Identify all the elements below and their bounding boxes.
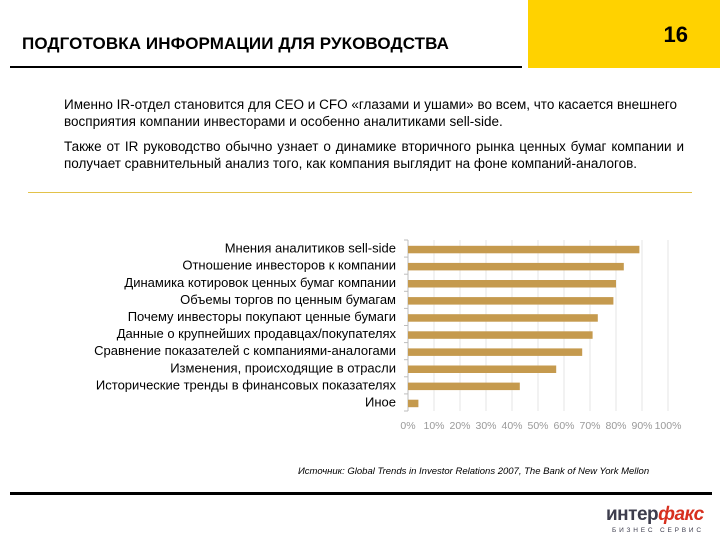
page-number-box: 16 <box>528 0 720 68</box>
text-block: Именно IR-отдел становится для CEO и CFO… <box>28 92 692 193</box>
category-label: Объемы торгов по ценным бумагам <box>180 292 396 307</box>
bar <box>408 280 616 288</box>
bar <box>408 331 593 339</box>
logo-wordmark: интерфакс <box>606 504 704 526</box>
chart-x-ticks: 0% 10% 20% 30% 40% 50% 60% 70% 80% 90% 100% <box>400 420 681 432</box>
x-tick-label: 60% <box>553 420 574 432</box>
paragraph-1: Именно IR-отдел становится для CEO и CFO… <box>64 97 678 129</box>
category-label: Динамика котировок ценных бумаг компании <box>124 275 396 290</box>
category-label: Почему инвесторы покупают ценные бумаги <box>128 309 396 324</box>
chart-axis <box>404 239 409 412</box>
x-tick-label: 80% <box>605 420 626 432</box>
x-tick-label: 10% <box>423 420 444 432</box>
logo-word-accent: факс <box>658 504 704 525</box>
bar <box>408 297 614 305</box>
bar-chart: Мнения аналитиков sell-side Отношение инв… <box>94 239 681 432</box>
category-label: Изменения, происходящие в отрасли <box>170 360 396 375</box>
x-tick-label: 90% <box>631 420 652 432</box>
footer-rule <box>10 492 712 495</box>
x-tick-label: 20% <box>449 420 470 432</box>
bar <box>408 262 624 271</box>
bar <box>408 348 583 356</box>
x-tick-label: 30% <box>475 420 496 432</box>
bar <box>408 399 419 408</box>
bar <box>408 382 520 391</box>
paragraph-2: Также от IR руководство обычно узнает о … <box>64 139 684 171</box>
x-tick-label: 100% <box>655 420 682 432</box>
page-number: 16 <box>663 22 688 47</box>
bar <box>408 245 640 254</box>
chart-category-labels: Мнения аналитиков sell-side Отношение инв… <box>94 241 396 410</box>
bar <box>408 314 598 322</box>
logo-word-main: интер <box>606 504 659 525</box>
chart-bars <box>408 245 640 408</box>
category-label: Мнения аналитиков sell-side <box>225 241 396 256</box>
x-tick-label: 40% <box>501 420 522 432</box>
x-tick-label: 0% <box>400 420 415 432</box>
logo-subtitle: БИЗНЕС СЕРВИС <box>612 527 704 534</box>
x-tick-label: 50% <box>527 420 548 432</box>
source-note: Источник: Global Trends in Investor Rela… <box>298 466 650 477</box>
bar <box>408 365 557 373</box>
title-underline <box>10 66 522 68</box>
interfax-logo: интерфакс БИЗНЕС СЕРВИС <box>606 500 710 540</box>
category-label: Иное <box>365 394 396 409</box>
slide-title: ПОДГОТОВКА ИНФОРМАЦИИ ДЛЯ РУКОВОДСТВА <box>22 34 450 53</box>
category-label: Отношение инвесторов к компании <box>182 258 396 273</box>
category-label: Сравнение показателей с компаниями-анало… <box>94 343 396 358</box>
category-label: Исторические тренды в финансовых показат… <box>96 377 397 392</box>
header: ПОДГОТОВКА ИНФОРМАЦИИ ДЛЯ РУКОВОДСТВА 16 <box>0 0 720 68</box>
x-tick-label: 70% <box>579 420 600 432</box>
category-label: Данные о крупнейших продавцах/покупателя… <box>117 326 397 341</box>
